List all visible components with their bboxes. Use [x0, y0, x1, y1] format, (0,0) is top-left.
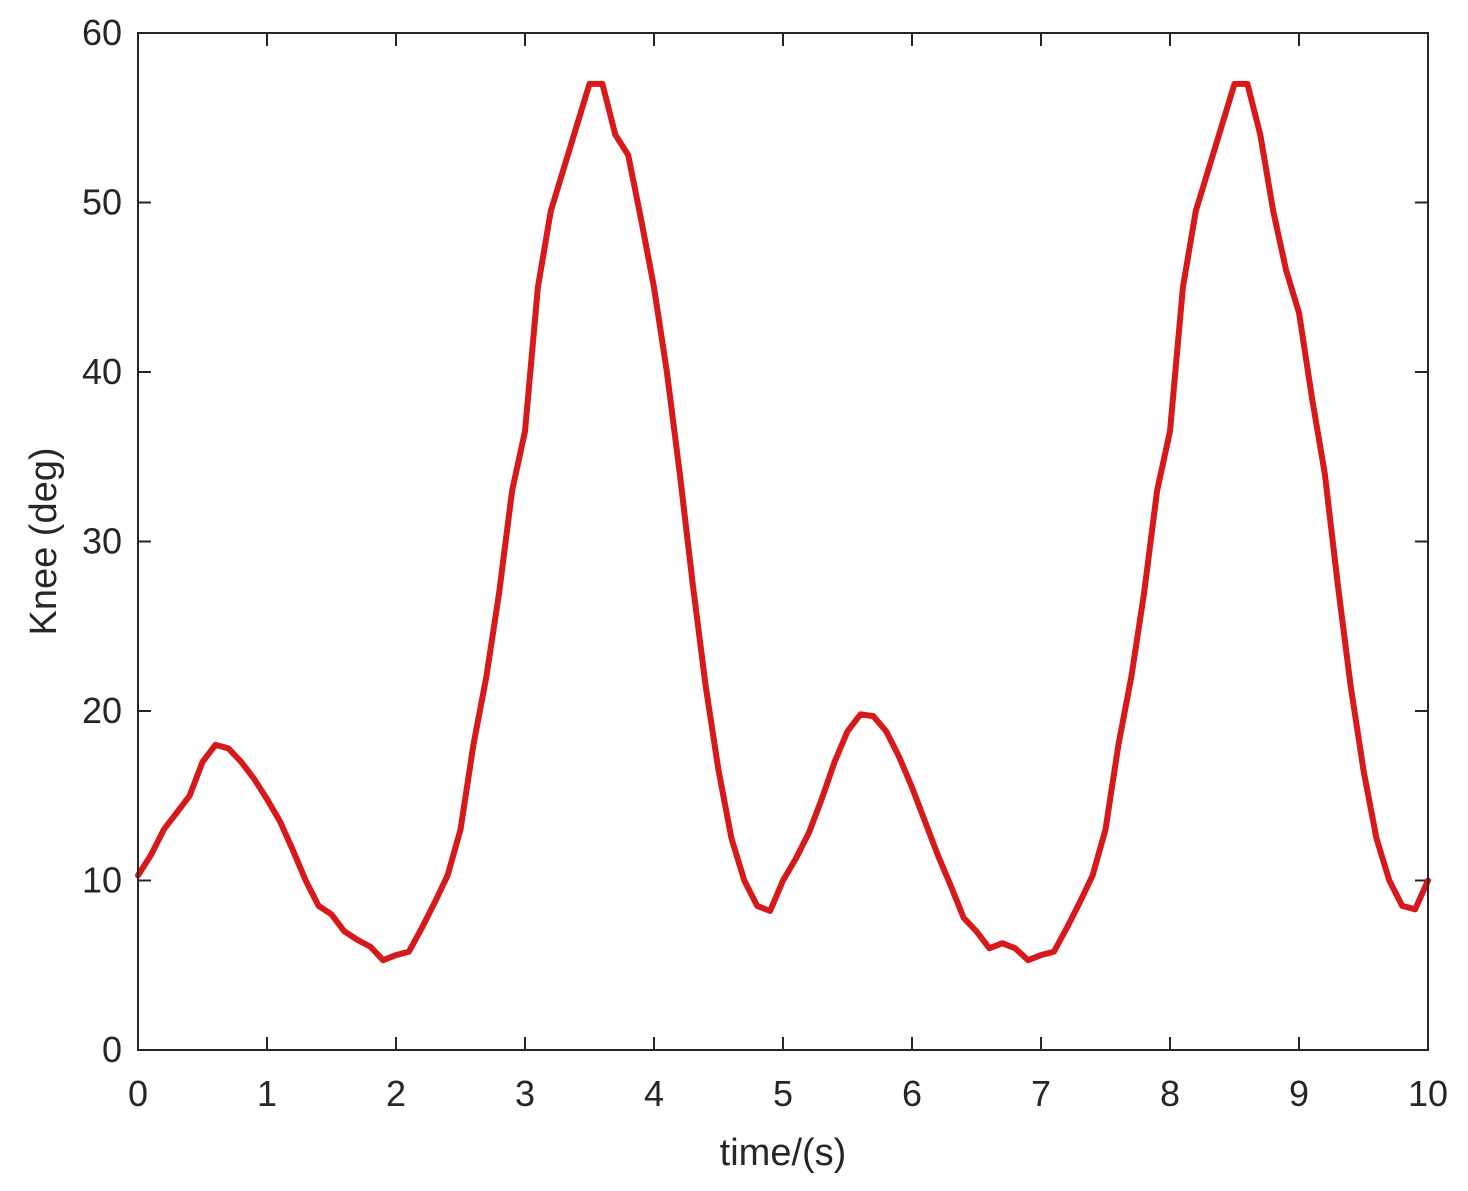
x-axis-title: time/(s): [720, 1132, 847, 1174]
x-tick-label: 0: [128, 1073, 148, 1114]
x-tick-label: 7: [1031, 1073, 1051, 1114]
y-axis-title: Knee (deg): [23, 447, 65, 635]
plot-frame: [137, 32, 1429, 1051]
x-axis-ticks: 0 1 2 3 4 5 6 7 8 9 10: [128, 33, 1448, 1114]
x-tick-label: 2: [386, 1073, 406, 1114]
x-tick-label: 6: [902, 1073, 922, 1114]
y-tick-label: 20: [82, 690, 122, 731]
x-tick-label: 3: [515, 1073, 535, 1114]
x-tick-label: 5: [773, 1073, 793, 1114]
y-axis-ticks: 0 10 20 30 40 50 60: [82, 12, 1428, 1070]
y-tick-label: 30: [82, 521, 122, 562]
series-line: [135, 80, 1431, 964]
x-tick-label: 1: [257, 1073, 277, 1114]
y-tick-label: 60: [82, 12, 122, 53]
x-tick-label: 10: [1408, 1073, 1448, 1114]
x-tick-label: 9: [1289, 1073, 1309, 1114]
x-tick-label: 8: [1160, 1073, 1180, 1114]
x-tick-label: 4: [644, 1073, 664, 1114]
y-tick-label: 50: [82, 182, 122, 223]
y-tick-label: 10: [82, 860, 122, 901]
y-tick-label: 0: [102, 1029, 122, 1070]
y-tick-label: 40: [82, 351, 122, 392]
